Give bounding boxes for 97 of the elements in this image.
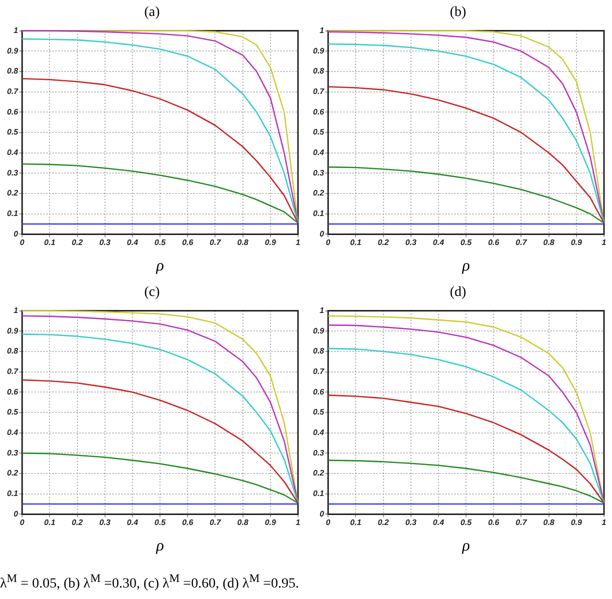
x-tick-label: 0.8 (543, 518, 555, 528)
y-tick-label: 0.8 (312, 346, 325, 356)
y-tick-label: 0.3 (312, 448, 325, 458)
x-tick-label: 1 (602, 238, 607, 248)
x-tick-label: 0.2 (72, 518, 84, 528)
y-tick-label: 1 (320, 26, 325, 36)
x-tick-label: 1 (602, 518, 607, 528)
x-tick-label: 0.8 (543, 238, 555, 248)
x-tick-label: 0.8 (237, 238, 249, 248)
x-tick-label: 0.4 (126, 518, 139, 528)
x-tick-label: 0.1 (44, 238, 56, 248)
y-tick-label: 0.6 (6, 107, 19, 116)
x-tick-label: 0.3 (99, 238, 111, 248)
y-tick-label: 0.9 (6, 326, 19, 336)
x-tick-label: 0.9 (264, 518, 277, 528)
x-tick-label: 0.2 (378, 518, 390, 528)
x-tick-label: 0.4 (126, 238, 139, 248)
x-tick-label: 0.9 (570, 518, 583, 528)
y-tick-label: 0.7 (6, 367, 19, 376)
x-tick-label: 0 (326, 238, 331, 248)
chart-title: (b) (450, 5, 466, 20)
y-tick-label: 0.5 (312, 128, 325, 137)
x-tick-label: 0.5 (460, 518, 472, 528)
x-tick-label: 0.7 (210, 238, 222, 248)
x-tick-label: 0.2 (378, 238, 390, 248)
x-tick-label: 0.7 (516, 238, 528, 248)
x-tick-label: 0.5 (154, 238, 166, 248)
y-tick-label: 0.1 (6, 209, 19, 218)
y-tick-label: 0 (14, 229, 19, 238)
y-tick-label: 0.7 (312, 87, 325, 96)
y-tick-label: 1 (320, 306, 325, 316)
x-tick-label: 0.1 (44, 518, 56, 528)
x-tick-label: 0.9 (264, 238, 277, 248)
x-tick-label: 0.2 (72, 238, 84, 248)
y-tick-label: 0 (320, 229, 325, 238)
y-tick-label: 0.9 (6, 46, 19, 56)
x-tick-label: 0.5 (460, 238, 472, 248)
x-tick-label: 1 (296, 238, 301, 248)
x-tick-label: 0.6 (182, 518, 194, 528)
chart-title: (a) (144, 5, 160, 20)
y-tick-label: 0.3 (312, 168, 325, 178)
x-tick-label: 1 (296, 518, 301, 528)
x-tick-label: 0.3 (405, 518, 417, 528)
y-tick-label: 1 (14, 306, 19, 316)
y-tick-label: 0.2 (312, 468, 325, 478)
y-tick-label: 0 (320, 509, 325, 518)
y-tick-label: 0.2 (6, 188, 19, 198)
x-tick-label: 0.9 (570, 238, 583, 248)
y-tick-label: 0.4 (312, 428, 325, 438)
y-tick-label: 1 (14, 26, 19, 36)
y-tick-label: 0.7 (312, 367, 325, 376)
x-tick-label: 0.6 (488, 238, 500, 248)
y-tick-label: 0.1 (6, 489, 19, 498)
x-axis-title: ρ (461, 258, 470, 275)
x-tick-label: 0.3 (99, 518, 111, 528)
y-tick-label: 0.5 (6, 408, 19, 417)
x-tick-label: 0 (20, 238, 25, 248)
y-tick-label: 0.4 (312, 148, 325, 158)
y-tick-label: 0.9 (312, 46, 325, 56)
x-tick-label: 0.6 (182, 238, 194, 248)
x-tick-label: 0.4 (432, 518, 445, 528)
x-axis-title: ρ (155, 538, 164, 555)
x-tick-label: 0.7 (516, 518, 528, 528)
y-tick-label: 0.1 (312, 489, 325, 498)
y-tick-label: 0.3 (6, 168, 19, 178)
x-axis-title: ρ (461, 538, 470, 555)
text: λ$^{M}$ = 0.05, (b) λ$^{M}$ =0.30, (c) λ$^{M}$ =0.60, (d) λ$^{M}$ =0.95. (0, 572, 299, 592)
y-tick-label: 0.5 (6, 128, 19, 137)
x-tick-label: 0.1 (350, 518, 362, 528)
x-axis-title: ρ (155, 258, 164, 275)
y-tick-label: 0.6 (6, 387, 19, 396)
y-tick-label: 0.3 (6, 448, 19, 458)
x-tick-label: 0.5 (154, 518, 166, 528)
x-tick-label: 0.4 (432, 238, 445, 248)
x-tick-label: 0.6 (488, 518, 500, 528)
y-tick-label: 0.9 (312, 326, 325, 336)
y-tick-label: 0.6 (312, 387, 325, 396)
y-tick-label: 0.4 (6, 428, 19, 438)
y-tick-label: 0.5 (312, 408, 325, 417)
chart-title: (d) (450, 285, 466, 300)
x-tick-label: 0.1 (350, 238, 362, 248)
x-tick-label: 0.3 (405, 238, 417, 248)
x-tick-label: 0 (20, 518, 25, 528)
y-tick-label: 0.1 (312, 209, 325, 218)
y-tick-label: 0 (14, 509, 19, 518)
y-tick-label: 0.2 (312, 188, 325, 198)
y-tick-label: 0.8 (6, 346, 19, 356)
y-tick-label: 0.2 (6, 468, 19, 478)
y-tick-label: 0.8 (6, 66, 19, 76)
y-tick-label: 0.6 (312, 107, 325, 116)
y-tick-label: 0.8 (312, 66, 325, 76)
x-tick-label: 0.7 (210, 518, 222, 528)
y-tick-label: 0.4 (6, 148, 19, 158)
x-tick-label: 0.8 (237, 518, 249, 528)
x-tick-label: 0 (326, 518, 331, 528)
chart-title: (c) (144, 285, 160, 300)
y-tick-label: 0.7 (6, 87, 19, 96)
